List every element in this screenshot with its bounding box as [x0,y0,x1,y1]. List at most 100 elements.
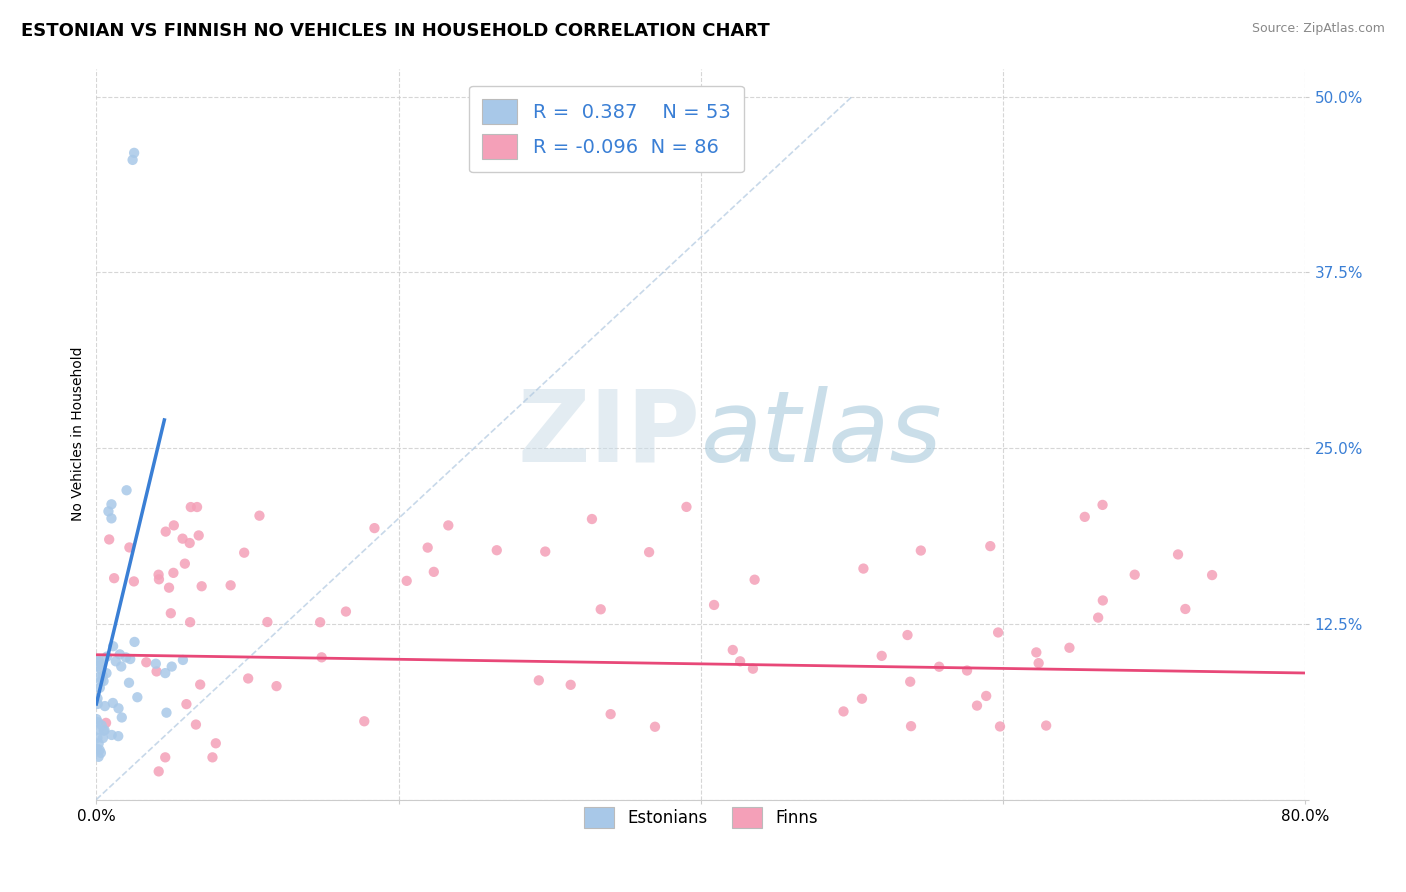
Point [90,657,112,672]
Point [870,648,893,663]
Point [107,701,129,715]
Point [148,764,170,779]
Point [97,504,120,518]
Point [155,666,177,681]
Point [638,545,661,559]
Point [534,544,557,558]
Point [87,697,110,711]
Point [896,628,918,642]
Point [115,483,138,498]
Point [155,524,177,539]
Point [120,652,142,666]
Point [86,731,108,745]
Point [956,664,979,678]
Point [100,497,122,511]
Point [155,706,177,720]
Point [159,607,181,621]
Text: atlas: atlas [700,385,942,483]
Point [173,557,195,571]
Point [100,511,122,525]
Point [184,717,207,731]
Point [728,654,751,668]
Point [98,533,121,547]
Point [1167,548,1189,562]
Point [485,543,508,558]
Point [1123,567,1146,582]
Point [188,677,211,691]
Point [987,625,1010,640]
Point [423,565,446,579]
Point [91,731,114,745]
Point [979,539,1001,553]
Point [118,675,141,690]
Point [974,689,997,703]
Point [87,670,110,684]
Point [249,508,271,523]
Point [233,546,256,560]
Point [675,500,697,514]
Text: ZIP: ZIP [517,385,700,483]
Point [898,674,921,689]
Point [928,659,950,673]
Point [87,715,110,730]
Point [180,500,202,514]
Point [599,707,621,722]
Point [155,750,177,764]
Point [1028,656,1050,670]
Point [204,736,226,750]
Point [121,153,143,167]
Point [309,615,332,630]
Point [238,672,260,686]
Point [335,605,357,619]
Point [1035,718,1057,732]
Point [111,710,134,724]
Point [100,728,122,742]
Point [1087,610,1109,624]
Point [87,723,110,737]
Point [90,746,112,760]
Point [1059,640,1081,655]
Point [832,705,855,719]
Point [190,579,212,593]
Point [589,602,612,616]
Point [179,536,201,550]
Point [160,659,183,673]
Text: ESTONIAN VS FINNISH NO VEHICLES IN HOUSEHOLD CORRELATION CHART: ESTONIAN VS FINNISH NO VEHICLES IN HOUSE… [21,22,770,40]
Point [353,714,375,729]
Point [145,657,167,671]
Point [122,574,145,589]
Point [966,698,988,713]
Point [172,653,194,667]
Point [110,659,132,673]
Y-axis label: No Vehicles in Household: No Vehicles in Household [72,347,86,521]
Point [703,598,725,612]
Point [86,691,108,706]
Point [93,723,115,738]
Point [1201,568,1223,582]
Point [86,659,108,673]
Point [90,718,112,732]
Point [581,512,603,526]
Point [94,699,117,714]
Point [107,729,129,743]
Point [742,662,765,676]
Point [87,653,110,667]
Point [157,581,180,595]
Point [1091,593,1114,607]
Legend: Estonians, Finns: Estonians, Finns [576,800,825,835]
Point [89,655,111,669]
Point [87,737,110,751]
Point [127,690,149,705]
Point [115,650,138,665]
Point [118,541,141,555]
Point [96,666,118,681]
Point [1091,498,1114,512]
Point [395,574,418,588]
Point [1025,645,1047,659]
Point [988,719,1011,733]
Point [219,578,242,592]
Point [96,649,118,664]
Point [135,655,157,669]
Point [87,749,110,764]
Point [91,669,114,683]
